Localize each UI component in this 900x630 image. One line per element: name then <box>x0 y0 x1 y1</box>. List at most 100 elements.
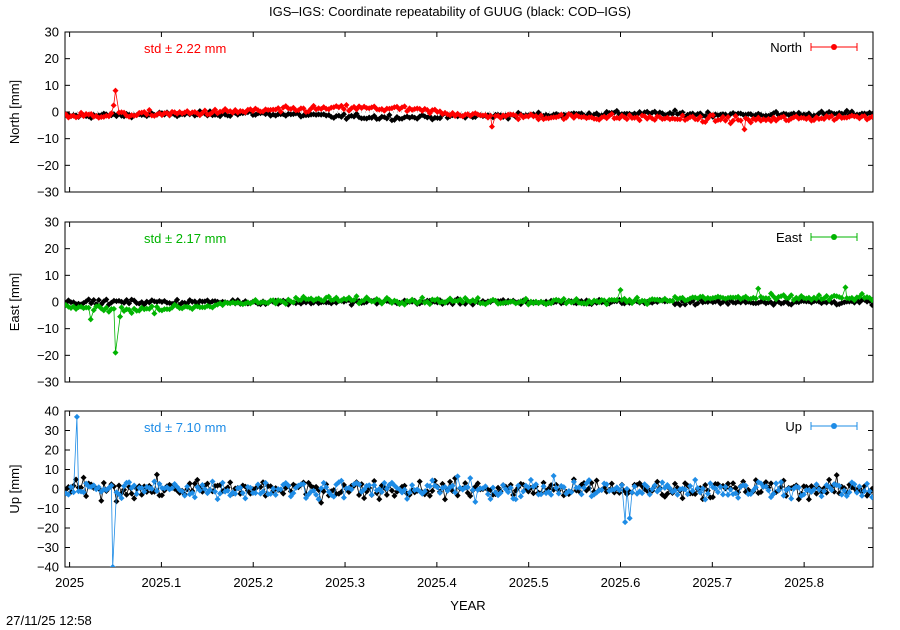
y-tick-label: 20 <box>45 241 59 256</box>
series-area <box>65 284 873 356</box>
data-point <box>573 296 580 303</box>
data-point <box>401 482 408 489</box>
data-point <box>169 485 176 492</box>
data-point <box>818 493 825 500</box>
y-tick-label: 0 <box>52 105 59 120</box>
y-tick-label: 10 <box>45 78 59 93</box>
data-point <box>416 478 423 485</box>
data-point <box>371 478 378 485</box>
data-point <box>95 297 102 304</box>
legend-marker <box>831 423 837 429</box>
data-point <box>434 484 441 491</box>
y-axis-label: North [mm] <box>7 80 22 144</box>
x-tick-label: 2025.7 <box>692 575 732 590</box>
data-point <box>252 489 259 496</box>
data-point <box>67 483 74 490</box>
data-point <box>232 490 239 497</box>
data-point <box>484 491 491 498</box>
data-point <box>158 492 165 499</box>
data-point <box>110 305 117 312</box>
data-point <box>719 491 726 498</box>
data-point <box>219 479 226 486</box>
data-point <box>80 489 87 496</box>
data-point <box>87 316 94 323</box>
data-point <box>343 102 350 109</box>
legend-marker <box>831 234 837 240</box>
data-point <box>575 484 582 491</box>
data-point <box>290 490 297 497</box>
data-point <box>813 481 820 488</box>
data-point <box>532 481 539 488</box>
data-point <box>108 482 115 489</box>
data-point <box>654 478 661 485</box>
data-point <box>762 483 769 490</box>
data-point <box>353 293 360 300</box>
data-point <box>851 481 858 488</box>
data-point <box>757 489 764 496</box>
data-point <box>217 490 224 497</box>
data-point <box>153 471 160 478</box>
data-point <box>108 110 115 117</box>
data-point <box>194 476 201 483</box>
data-point <box>505 489 512 496</box>
data-point <box>631 483 638 490</box>
data-point <box>487 496 494 503</box>
data-point <box>601 297 608 304</box>
x-tick-label: 2025.8 <box>784 575 824 590</box>
data-point <box>404 495 411 502</box>
data-point <box>212 106 219 113</box>
data-point <box>340 111 347 118</box>
data-point <box>649 486 656 493</box>
data-point <box>201 486 208 493</box>
data-point <box>277 486 284 493</box>
series-east <box>65 284 873 356</box>
x-tick-label: 2025.5 <box>509 575 549 590</box>
data-point <box>512 112 519 119</box>
data-point <box>719 113 726 120</box>
data-point <box>560 484 567 491</box>
data-point <box>204 480 211 487</box>
data-point <box>227 479 234 486</box>
data-point <box>517 493 524 500</box>
data-point <box>391 492 398 499</box>
y-tick-label: −20 <box>37 348 59 363</box>
data-point <box>709 494 716 501</box>
series-up <box>65 413 873 567</box>
data-point <box>846 489 853 496</box>
data-point <box>146 107 153 114</box>
y-tick-label: −40 <box>37 560 59 575</box>
y-tick-label: −10 <box>37 131 59 146</box>
data-point <box>436 489 443 496</box>
data-point <box>765 487 772 494</box>
data-point <box>462 480 469 487</box>
data-point <box>323 484 330 491</box>
data-point <box>80 474 87 481</box>
data-point <box>212 488 219 495</box>
data-point <box>669 297 676 304</box>
data-point <box>548 491 555 498</box>
data-point <box>467 475 474 482</box>
data-point <box>126 479 133 486</box>
y-tick-label: 10 <box>45 268 59 283</box>
data-point <box>103 296 110 303</box>
data-point <box>454 473 461 480</box>
data-point <box>272 491 279 498</box>
data-point <box>828 113 835 120</box>
data-point <box>282 300 289 307</box>
data-point <box>75 113 82 120</box>
data-point <box>816 292 823 299</box>
data-point <box>85 296 92 303</box>
std-label: std ± 2.17 mm <box>144 231 226 246</box>
data-point <box>285 482 292 489</box>
y-tick-label: 0 <box>52 295 59 310</box>
data-point <box>131 482 138 489</box>
data-point <box>507 484 514 491</box>
data-point <box>813 490 820 497</box>
data-point <box>315 496 322 503</box>
data-point <box>441 484 448 491</box>
x-tick-label: 2025.1 <box>142 575 182 590</box>
data-point <box>687 482 694 489</box>
data-point <box>495 484 502 491</box>
data-point <box>525 488 532 495</box>
